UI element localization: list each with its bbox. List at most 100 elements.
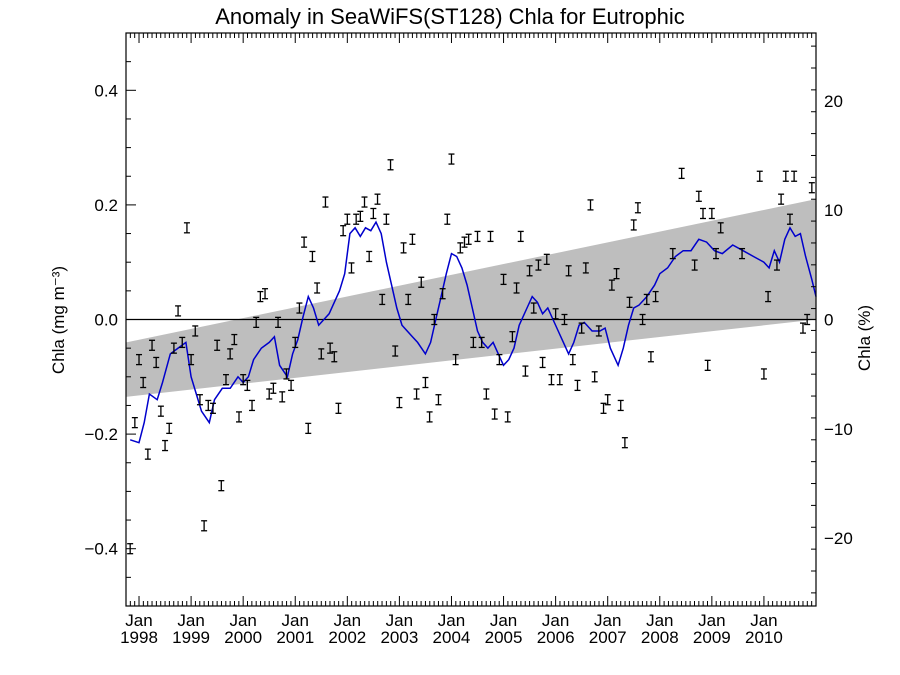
- data-point: [600, 402, 607, 414]
- data-point: [535, 259, 542, 271]
- data-point: [170, 342, 177, 354]
- data-point: [504, 411, 511, 423]
- data-point: [387, 159, 394, 171]
- data-point: [587, 199, 594, 211]
- data-point: [322, 196, 329, 208]
- x-tick-label-year: 1998: [120, 628, 158, 647]
- y-left-tick-label: 0.2: [94, 196, 118, 215]
- data-point: [240, 374, 247, 386]
- data-point: [500, 273, 507, 286]
- data-point: [136, 353, 143, 366]
- x-tick-label-month: Jan: [490, 611, 517, 630]
- y-left-tick-label: −0.4: [84, 540, 118, 559]
- data-point: [262, 288, 269, 300]
- data-point: [157, 405, 164, 417]
- data-point: [517, 230, 524, 243]
- data-point: [804, 313, 811, 326]
- data-point: [348, 262, 355, 274]
- chart-title: Anomaly in SeaWiFS(ST128) Chla for Eutro…: [215, 4, 685, 29]
- smoothed-series-line: [129, 220, 817, 444]
- data-point: [630, 219, 637, 231]
- y-right-tick-label: −20: [824, 529, 853, 548]
- x-tick-label-year: 2000: [224, 628, 262, 647]
- data-point: [205, 399, 212, 412]
- y-right-tick-label: 10: [824, 201, 843, 220]
- data-point: [231, 333, 238, 346]
- data-point: [643, 293, 650, 306]
- data-point: [548, 374, 555, 386]
- data-point: [474, 230, 481, 243]
- data-point: [773, 259, 780, 271]
- data-point: [426, 411, 433, 423]
- data-point: [162, 439, 169, 452]
- data-point: [613, 268, 620, 280]
- data-point: [444, 213, 451, 225]
- data-point: [808, 182, 815, 194]
- data-point: [791, 170, 798, 182]
- data-point: [296, 302, 303, 314]
- data-point: [305, 422, 312, 435]
- data-point: [483, 388, 490, 400]
- x-tick-label-year: 1999: [172, 628, 210, 647]
- data-point: [366, 250, 373, 263]
- data-point: [626, 296, 633, 308]
- data-point: [647, 351, 654, 363]
- data-point: [760, 368, 767, 380]
- data-point: [396, 396, 403, 409]
- data-point: [314, 282, 321, 294]
- x-tick-label-year: 2001: [276, 628, 314, 647]
- data-point: [422, 376, 429, 389]
- data-point: [574, 379, 581, 392]
- data-point: [439, 288, 446, 300]
- data-point: [578, 322, 585, 334]
- data-point: [539, 356, 546, 369]
- data-point: [222, 374, 229, 386]
- data-point: [691, 259, 698, 271]
- data-point: [669, 247, 676, 260]
- data-point: [292, 336, 299, 349]
- data-point: [608, 279, 615, 291]
- data-point: [569, 353, 576, 366]
- data-point: [335, 402, 342, 414]
- x-tick-label-year: 2009: [693, 628, 731, 647]
- data-point: [457, 242, 464, 254]
- x-tick-label-month: Jan: [177, 611, 204, 630]
- x-tick-label-year: 2004: [433, 628, 471, 647]
- data-point: [405, 293, 412, 306]
- data-point: [288, 379, 295, 392]
- data-point: [478, 336, 485, 349]
- data-point: [561, 313, 568, 326]
- data-point: [496, 353, 503, 366]
- data-point: [270, 382, 277, 394]
- data-point: [778, 193, 785, 205]
- data-point: [140, 376, 147, 389]
- data-point: [275, 316, 282, 329]
- data-point: [153, 356, 160, 369]
- x-tick-label-year: 2007: [589, 628, 627, 647]
- data-point: [639, 313, 646, 326]
- x-tick-label-month: Jan: [125, 611, 152, 630]
- data-point: [266, 388, 273, 400]
- data-point: [765, 290, 772, 303]
- data-point: [556, 374, 563, 386]
- x-tick-label-month: Jan: [750, 611, 777, 630]
- data-point: [400, 242, 407, 254]
- data-point: [509, 331, 516, 343]
- x-tick-label-year: 2002: [328, 628, 366, 647]
- data-point: [418, 276, 425, 288]
- data-point: [257, 290, 264, 303]
- data-point: [214, 339, 221, 351]
- data-point: [175, 305, 182, 317]
- x-tick-label-year: 2006: [537, 628, 575, 647]
- data-point: [786, 213, 793, 225]
- data-point: [301, 236, 308, 248]
- y-left-tick-label: 0.0: [94, 311, 118, 330]
- data-point: [370, 207, 377, 220]
- data-point: [717, 222, 724, 234]
- data-point: [604, 394, 611, 406]
- data-point: [704, 359, 711, 371]
- x-tick-label-month: Jan: [594, 611, 621, 630]
- data-point: [708, 207, 715, 220]
- data-point: [209, 402, 216, 414]
- y-left-tick-label: 0.4: [94, 81, 118, 100]
